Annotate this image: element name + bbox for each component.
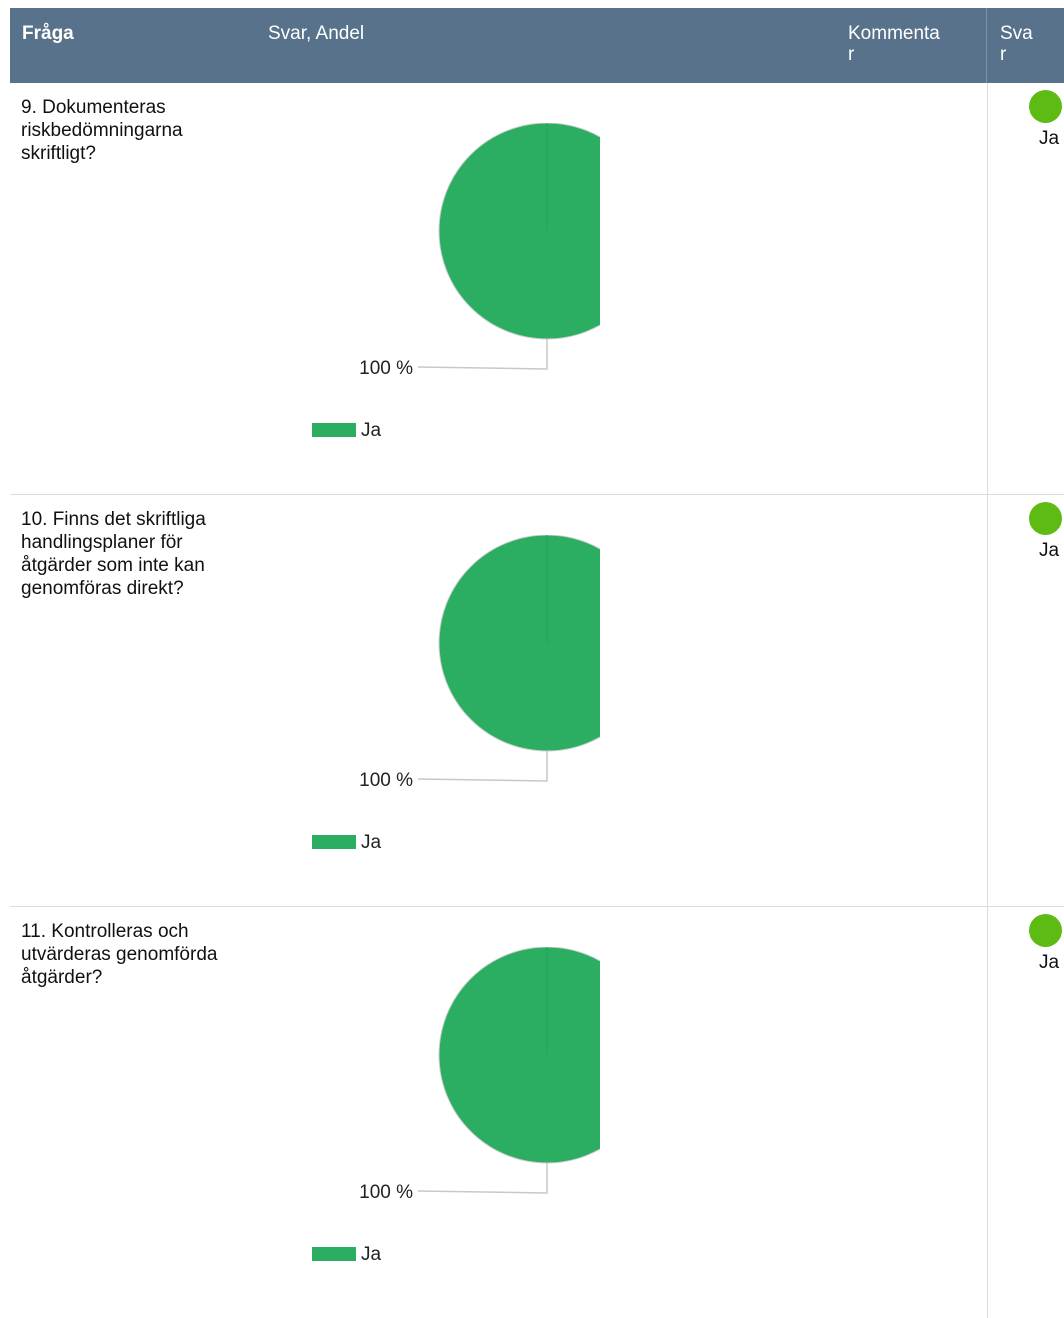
- leader-line: [417, 751, 548, 782]
- table-header: Fråga Svar, Andel Kommenta r Sva r: [10, 8, 1064, 83]
- pie-slice: [438, 123, 600, 340]
- column-divider: [987, 495, 988, 906]
- pie-chart: 100 % Ja: [312, 947, 600, 1265]
- header-kommentar: Kommenta r: [848, 23, 940, 65]
- column-divider: [987, 907, 988, 1318]
- legend-swatch: [312, 423, 356, 437]
- answer-text: Ja: [1039, 128, 1060, 149]
- pie-slice: [438, 535, 600, 752]
- answer-status-dot: [1029, 914, 1062, 947]
- question-text: 11. Kontrolleras och utvärderas genomför…: [21, 921, 218, 988]
- legend-label: Ja: [361, 832, 382, 853]
- answer-status-dot: [1029, 90, 1062, 123]
- leader-line: [417, 1163, 548, 1194]
- data-label: 100 %: [359, 770, 413, 791]
- survey-table: Fråga Svar, Andel Kommenta r Sva r 9. Doku…: [10, 8, 1064, 1318]
- column-divider: [987, 83, 988, 494]
- answer-text: Ja: [1039, 540, 1060, 561]
- legend-label: Ja: [361, 420, 382, 441]
- question-row: 10. Finns det skriftliga handlingsplaner…: [10, 495, 1064, 907]
- pie-chart: 100 % Ja: [312, 123, 600, 441]
- legend-label: Ja: [361, 1244, 382, 1265]
- pie-slice: [438, 947, 600, 1164]
- data-label: 100 %: [359, 1182, 413, 1203]
- header-divider: [986, 8, 987, 83]
- question-row: 9. Dokumenteras riskbedömningarna skrift…: [10, 83, 1064, 495]
- question-text: 10. Finns det skriftliga handlingsplaner…: [21, 509, 206, 599]
- legend-swatch: [312, 1247, 356, 1261]
- header-fraga: Fråga: [22, 23, 74, 44]
- question-row: 11. Kontrolleras och utvärderas genomför…: [10, 907, 1064, 1318]
- legend-swatch: [312, 835, 356, 849]
- pie-chart: 100 % Ja: [312, 535, 600, 853]
- question-text: 9. Dokumenteras riskbedömningarna skrift…: [21, 97, 183, 164]
- header-svar-andel: Svar, Andel: [268, 23, 365, 44]
- leader-line: [417, 339, 548, 370]
- header-svar: Sva r: [1000, 23, 1033, 65]
- answer-text: Ja: [1039, 952, 1060, 973]
- answer-status-dot: [1029, 502, 1062, 535]
- data-label: 100 %: [359, 358, 413, 379]
